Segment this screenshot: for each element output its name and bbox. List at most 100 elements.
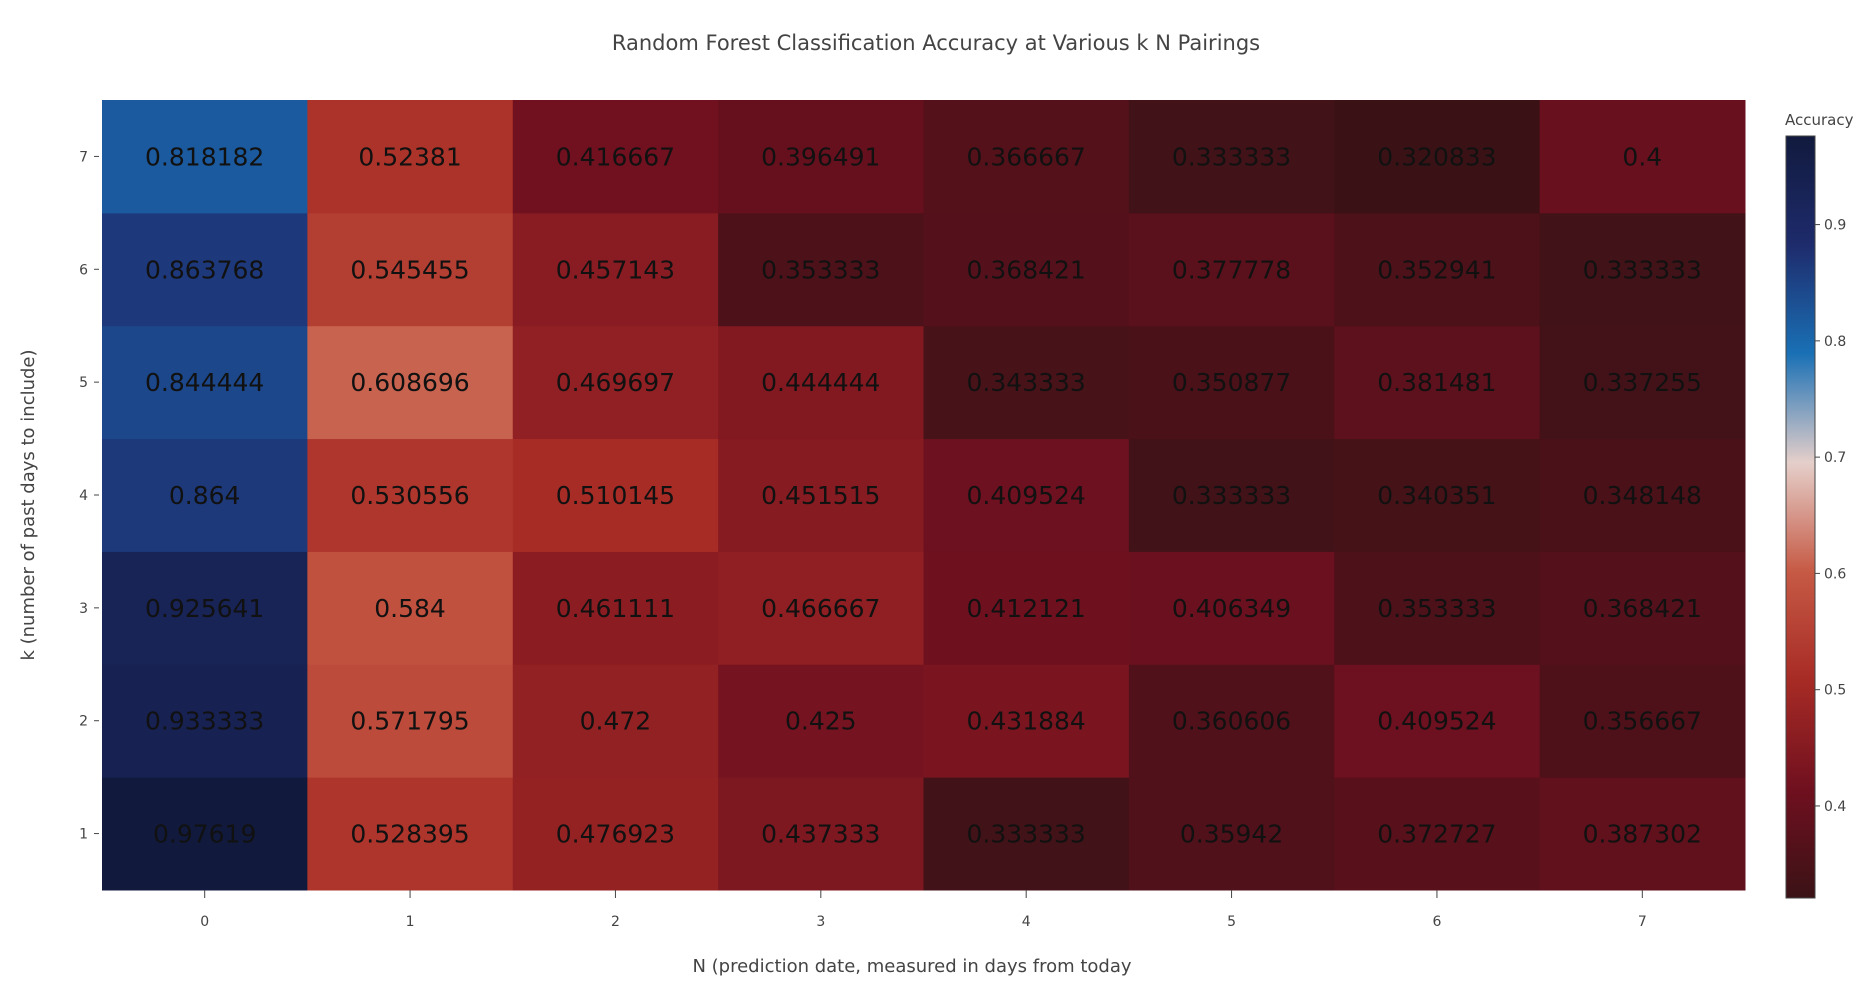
y-tick-label: 7 [79, 149, 88, 165]
cell-value-label: 0.431884 [967, 707, 1086, 736]
heatmap-cell [307, 551, 514, 665]
cell-value-label: 0.350877 [1172, 368, 1291, 397]
heatmap-cell [923, 551, 1130, 665]
cell-value-label: 0.368421 [1583, 594, 1702, 623]
heatmap-cell [718, 551, 924, 665]
heatmap-cell [1128, 664, 1335, 778]
heatmap-cell [1539, 325, 1746, 440]
cell-value-label: 0.333333 [1583, 255, 1702, 284]
cell-value-label: 0.863768 [145, 255, 264, 284]
cell-value-label: 0.333333 [1172, 481, 1291, 510]
cell-value-label: 0.818182 [145, 142, 264, 171]
cell-value-label: 0.343333 [967, 368, 1086, 397]
heatmap-cell [102, 664, 308, 778]
heatmap-cell [1128, 100, 1335, 214]
cell-value-label: 0.97619 [153, 820, 256, 849]
x-tick-label: 0 [200, 914, 209, 930]
colorbar-tick-label: 0.4 [1824, 799, 1846, 815]
heatmap-cell [307, 212, 514, 327]
cell-value-label: 0.457143 [556, 255, 675, 284]
y-tick-label: 2 [79, 714, 88, 730]
cell-value-label: 0.352941 [1377, 255, 1496, 284]
cell-value-label: 0.333333 [967, 820, 1086, 849]
y-tick-label: 5 [79, 375, 88, 391]
heatmap-cell [512, 100, 719, 214]
colorbar-tick-label: 0.8 [1824, 334, 1846, 350]
heatmap-cell [1539, 212, 1746, 327]
cell-value-label: 0.353333 [761, 255, 880, 284]
x-tick-label: 3 [816, 914, 825, 930]
heatmap-cells [102, 100, 1746, 891]
heatmap-cell [512, 777, 719, 891]
cell-value-label: 0.412121 [967, 594, 1086, 623]
heatmap-cell [307, 777, 514, 891]
x-tick-label: 4 [1022, 914, 1031, 930]
colorbar: Accuracy 0.4 0.5 0.6 0.7 0.8 0.9 [1785, 111, 1854, 899]
chart-title: Random Forest Classification Accuracy at… [612, 31, 1260, 55]
heatmap-cell [718, 325, 924, 440]
heatmap-cell [102, 212, 308, 327]
cell-value-label: 0.425 [785, 707, 857, 736]
heatmap-cell [102, 325, 308, 440]
heatmap-cell [1128, 551, 1335, 665]
heatmap-cell [718, 664, 924, 778]
cell-value-label: 0.545455 [350, 255, 469, 284]
heatmap-cell [718, 777, 924, 891]
heatmap-cell [307, 664, 514, 778]
colorbar-tick-label: 0.9 [1824, 218, 1846, 234]
cell-value-label: 0.52381 [358, 142, 461, 171]
x-tick-label: 5 [1227, 914, 1236, 930]
heatmap-cell [923, 777, 1130, 891]
heatmap-cell [307, 100, 514, 214]
cell-value-label: 0.451515 [761, 481, 880, 510]
cell-value-label: 0.4 [1622, 142, 1662, 171]
heatmap-cell [1539, 100, 1746, 214]
y-tick-label: 6 [79, 262, 88, 278]
cell-value-label: 0.530556 [350, 481, 469, 510]
cell-value-label: 0.333333 [1172, 142, 1291, 171]
cell-value-label: 0.320833 [1377, 142, 1496, 171]
y-tick-label: 3 [79, 601, 88, 617]
x-tick-label: 2 [611, 914, 620, 930]
cell-value-label: 0.368421 [967, 255, 1086, 284]
heatmap-cell [1128, 777, 1335, 891]
y-tick-label: 4 [79, 488, 88, 504]
cell-value-label: 0.476923 [556, 820, 675, 849]
colorbar-tick-label: 0.5 [1824, 683, 1846, 699]
cell-value-label: 0.844444 [145, 368, 264, 397]
heatmap-cell [718, 212, 924, 327]
x-tick-label: 7 [1638, 914, 1647, 930]
cell-value-label: 0.366667 [967, 142, 1086, 171]
colorbar-tick-label: 0.6 [1824, 566, 1846, 582]
heatmap-cell [1334, 325, 1541, 440]
heatmap-cell [923, 212, 1130, 327]
heatmap-cell [1539, 664, 1746, 778]
cell-value-label: 0.925641 [145, 594, 264, 623]
heatmap-cell [102, 438, 308, 552]
cell-value-label: 0.387302 [1583, 820, 1702, 849]
heatmap-cell [718, 438, 924, 552]
cell-value-label: 0.571795 [350, 707, 469, 736]
cell-value-label: 0.864 [169, 481, 241, 510]
cell-value-label: 0.472 [580, 707, 652, 736]
x-tick-label: 1 [406, 914, 415, 930]
heatmap-cell [102, 777, 308, 891]
heatmap-cell [1334, 438, 1541, 552]
heatmap-cell [307, 325, 514, 440]
x-tick-label: 6 [1432, 914, 1441, 930]
cell-value-label: 0.510145 [556, 481, 675, 510]
y-axis-label: k (number of past days to include) [18, 349, 39, 660]
heatmap-cell [307, 438, 514, 552]
heatmap-cell-labels: 0.97619 0.528395 0.476923 0.437333 0.333333 0… [145, 142, 1702, 848]
cell-value-label: 0.360606 [1172, 707, 1291, 736]
cell-value-label: 0.340351 [1377, 481, 1496, 510]
heatmap-cell [923, 438, 1130, 552]
x-axis-label: N (prediction date, measured in days fro… [692, 956, 1131, 977]
cell-value-label: 0.409524 [967, 481, 1086, 510]
cell-value-label: 0.584 [374, 594, 446, 623]
cell-value-label: 0.469697 [556, 368, 675, 397]
colorbar-tick-label: 0.7 [1824, 450, 1846, 466]
x-axis: 0 1 2 3 4 5 6 7 [200, 890, 1647, 930]
